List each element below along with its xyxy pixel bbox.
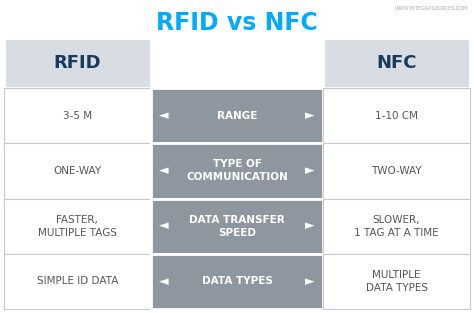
Bar (323, 38, 470, 88)
Bar (4, 88, 151, 143)
Bar (4, 198, 151, 254)
Text: ◄: ◄ (159, 164, 169, 177)
Bar (151, 38, 323, 88)
Text: ONE-WAY: ONE-WAY (54, 166, 101, 176)
Text: ►: ► (305, 275, 315, 288)
Text: SLOWER,
1 TAG AT A TIME: SLOWER, 1 TAG AT A TIME (354, 214, 439, 238)
Bar (323, 254, 470, 309)
Bar (4, 254, 151, 309)
Text: MULTIPLE
DATA TYPES: MULTIPLE DATA TYPES (365, 270, 428, 293)
Text: RFID vs NFC: RFID vs NFC (156, 11, 318, 35)
Text: FASTER,
MULTIPLE TAGS: FASTER, MULTIPLE TAGS (38, 214, 117, 238)
Text: RFID: RFID (54, 54, 101, 72)
Text: TWO-WAY: TWO-WAY (371, 166, 422, 176)
Text: 1-10 CM: 1-10 CM (375, 110, 418, 121)
Text: ►: ► (305, 220, 315, 233)
Text: TYPE OF
COMMUNICATION: TYPE OF COMMUNICATION (186, 159, 288, 182)
Text: WWW.INTEGRASOURCES.COM: WWW.INTEGRASOURCES.COM (395, 6, 468, 11)
Text: ►: ► (305, 164, 315, 177)
Bar (323, 198, 470, 254)
Text: ◄: ◄ (159, 275, 169, 288)
Text: RANGE: RANGE (217, 110, 257, 121)
Text: SIMPLE ID DATA: SIMPLE ID DATA (36, 276, 118, 286)
Bar (4, 38, 151, 88)
Bar (151, 198, 323, 254)
Bar (151, 143, 323, 198)
Text: DATA TYPES: DATA TYPES (201, 276, 273, 286)
Text: ◄: ◄ (159, 109, 169, 122)
Bar (323, 143, 470, 198)
Bar (151, 254, 323, 309)
Bar (4, 143, 151, 198)
Text: ►: ► (305, 109, 315, 122)
Text: DATA TRANSFER
SPEED: DATA TRANSFER SPEED (189, 214, 285, 238)
Bar (323, 88, 470, 143)
Text: ◄: ◄ (159, 220, 169, 233)
Text: 3-5 M: 3-5 M (63, 110, 92, 121)
Bar (151, 88, 323, 143)
Text: NFC: NFC (376, 54, 417, 72)
